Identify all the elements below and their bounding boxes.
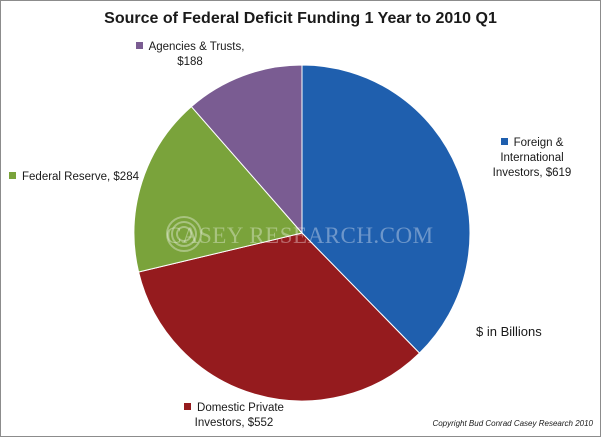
legend-swatch-foreign xyxy=(500,138,508,145)
label-domestic-line-2: Investors, $552 xyxy=(194,417,274,429)
watermark-text: CASEY RESEARCH.COM xyxy=(166,223,434,248)
watermark-logo xyxy=(166,216,202,252)
pie-slice-federal-reserve xyxy=(133,105,303,273)
data-label-domestic: Domestic Private Investors, $552 xyxy=(159,401,309,431)
label-domestic-line-1: Domestic Private xyxy=(197,402,284,414)
legend-swatch-agencies xyxy=(135,42,143,49)
label-foreign-line-2: International xyxy=(500,152,564,164)
copyright-text: Copyright Bud Conrad Casey Research 2010 xyxy=(432,419,593,428)
legend-swatch-federal-reserve xyxy=(9,172,16,179)
label-foreign-line-3: Investors, $619 xyxy=(492,167,572,179)
label-fed-line-1: Federal Reserve, $284 xyxy=(22,171,139,183)
data-label-federal-reserve: Federal Reserve, $284 xyxy=(9,170,139,185)
data-label-foreign: Foreign & International Investors, $619 xyxy=(473,136,591,181)
label-agencies-line-1: Agencies & Trusts, xyxy=(148,41,245,53)
units-note: $ in Billions xyxy=(476,324,542,339)
pie-slice-domestic xyxy=(137,232,421,402)
label-foreign-line-1: Foreign & xyxy=(513,137,564,149)
pie-slice-foreign xyxy=(301,64,471,354)
pie-slice-agencies xyxy=(190,64,303,235)
legend-swatch-domestic xyxy=(184,403,192,410)
data-label-agencies: Agencies & Trusts, $188 xyxy=(131,40,249,70)
chart-title: Source of Federal Deficit Funding 1 Year… xyxy=(104,10,497,27)
label-agencies-line-2: $188 xyxy=(177,56,203,68)
